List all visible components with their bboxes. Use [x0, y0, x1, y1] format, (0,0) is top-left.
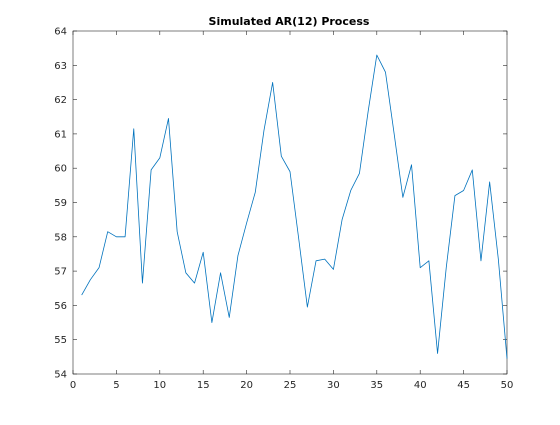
x-tick-label: 30 [327, 380, 340, 391]
chart-title: Simulated AR(12) Process [209, 15, 370, 28]
y-tick-label: 55 [54, 335, 67, 346]
x-tick-label: 35 [370, 380, 383, 391]
y-tick-label: 58 [54, 232, 67, 243]
x-tick-label: 25 [284, 380, 297, 391]
plot-area [72, 30, 508, 375]
x-tick-label: 50 [501, 380, 514, 391]
x-tick-label: 5 [113, 380, 119, 391]
x-tick-label: 20 [240, 380, 253, 391]
x-tick-label: 40 [414, 380, 427, 391]
y-tick-label: 62 [54, 95, 67, 106]
y-tick-label: 61 [54, 129, 67, 140]
series-layer [81, 54, 508, 359]
axis-ticks: 0 5 10 15 20 25 30 35 40 45 50 54 55 56 57 58 59 60 61 62 63… [54, 27, 513, 392]
x-tick-label: 45 [457, 380, 470, 391]
y-tick-label: 60 [54, 164, 67, 175]
y-tick-label: 63 [54, 61, 67, 72]
y-tick-label: 64 [54, 27, 67, 38]
x-tick-label: 0 [70, 380, 76, 391]
x-tick-label: 10 [153, 380, 166, 391]
series-line [81, 54, 508, 359]
y-tick-label: 59 [54, 198, 67, 209]
y-tick-label: 57 [54, 267, 67, 278]
y-tick-label: 54 [54, 370, 67, 381]
y-tick-label: 56 [54, 301, 67, 312]
x-tick-label: 15 [197, 380, 210, 391]
